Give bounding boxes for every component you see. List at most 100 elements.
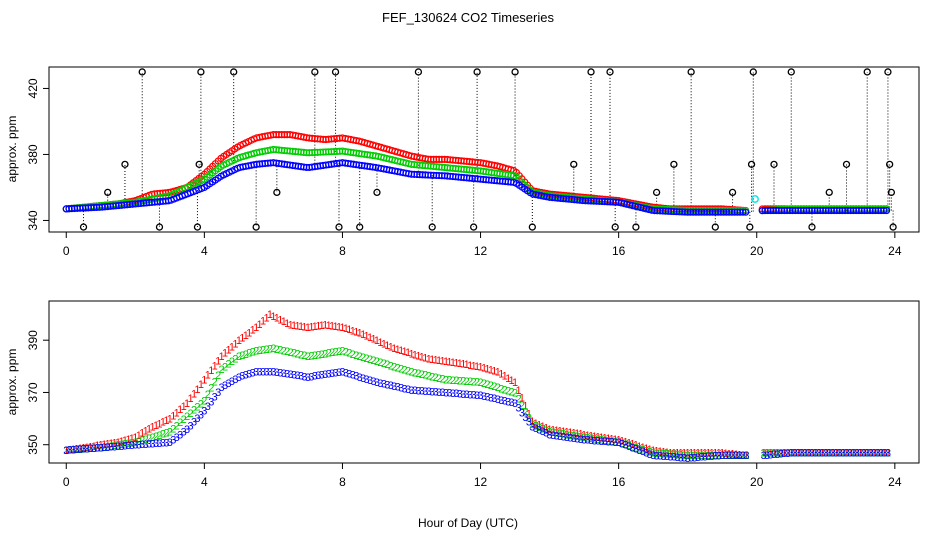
bottom-series-1-marker: 1: [819, 448, 825, 460]
bottom-series-2-marker: 2: [332, 347, 338, 359]
bottom-series-1-marker: 1: [453, 358, 459, 370]
bottom-series-3-marker: 3: [326, 369, 332, 381]
bottom-series-3-marker: 3: [153, 438, 159, 450]
bottom-series-1-marker: 1: [695, 448, 701, 460]
bottom-series-1-marker: 1: [263, 312, 269, 324]
bottom-series-1-marker: 1: [291, 320, 297, 332]
bottom-series-1-marker: 1: [391, 343, 397, 355]
bottom-series-1-marker: 1: [512, 377, 518, 389]
bottom-series-1-marker: 1: [426, 353, 432, 365]
bottom-series-3-marker: 3: [474, 390, 480, 402]
bottom-series-3-marker: 3: [847, 448, 853, 460]
bottom-series-1-marker: 1: [678, 448, 684, 460]
bottom-series-1-marker: 1: [654, 445, 660, 457]
bottom-series-3-marker: 3: [509, 397, 515, 409]
bottom-series-1-marker: 1: [847, 448, 853, 460]
bottom-series-2-marker: 2: [481, 378, 487, 390]
bottom-series-2-marker: 2: [543, 425, 549, 437]
bottom-series-3-marker: 3: [671, 452, 677, 464]
outlier-point: [252, 223, 260, 231]
bottom-series-1-marker: 1: [837, 448, 843, 460]
bottom-series-3-marker: 3: [640, 446, 646, 458]
bottom-series-3-marker: 3: [329, 368, 335, 380]
bottom-series-3-marker: 3: [477, 390, 483, 402]
bottom-series-1-marker: 1: [232, 338, 238, 350]
outlier-point: [79, 223, 88, 231]
bottom-series-3-marker: 3: [761, 450, 767, 462]
bottom-series-3-marker: 3: [571, 433, 577, 445]
bottom-series-1-marker: 1: [705, 448, 711, 460]
bottom-series-1-marker: 1: [802, 448, 808, 460]
bottom-series-3-marker: 3: [398, 382, 404, 394]
bottom-series-3-marker: 3: [198, 409, 204, 421]
bottom-series-1-marker: 1: [602, 432, 608, 444]
bottom-series-1-marker: 1: [295, 321, 301, 333]
bottom-series-2-marker: 2: [550, 427, 556, 439]
bottom-series-3-marker: 3: [854, 448, 860, 460]
bottom-series-2-marker: 2: [574, 431, 580, 443]
bottom-series-2-marker: 2: [847, 448, 853, 460]
bottom-series-3-marker: 3: [547, 429, 553, 441]
bottom-series-1-marker: 1: [115, 437, 121, 449]
bottom-series-2-marker: 2: [823, 448, 829, 460]
bottom-series-3-marker: 3: [291, 370, 297, 382]
bottom-series-3-marker: 3: [122, 440, 128, 452]
outlier-point: [606, 68, 614, 76]
bottom-series-1-marker: 1: [474, 361, 480, 373]
bottom-series-1-marker: 1: [495, 367, 501, 379]
bottom-series-3-marker: 3: [446, 388, 452, 400]
bottom-series-2-marker: 2: [453, 375, 459, 387]
outlier-point: [611, 223, 619, 231]
bottom-series-3-marker: 3: [664, 451, 670, 463]
bottom-series-1-marker: 1: [688, 448, 694, 460]
bottom-series-2-marker: 2: [519, 400, 525, 412]
bottom-series-3-marker: 3: [819, 448, 825, 460]
bottom-series-1-marker: 1: [326, 320, 332, 332]
bottom-series-1-marker: 1: [547, 424, 553, 436]
bottom-series-3-marker: 3: [833, 448, 839, 460]
bottom-series-3-marker: 3: [795, 448, 801, 460]
bottom-series-3-marker: 3: [692, 452, 698, 464]
bottom-series-1-marker: 1: [436, 355, 442, 367]
bottom-series-2-marker: 2: [367, 354, 373, 366]
bottom-series-3-marker: 3: [702, 451, 708, 463]
bottom-series-3-marker: 3: [443, 387, 449, 399]
bottom-series-3-marker: 3: [522, 412, 528, 424]
bottom-series-3-marker: 3: [91, 443, 97, 455]
bottom-series-3-marker: 3: [177, 429, 183, 441]
bottom-series-3-marker: 3: [712, 451, 718, 463]
bottom-series-2-marker: 2: [281, 345, 287, 357]
bottom-y-tick-label: 390: [26, 330, 40, 350]
bottom-series-1-marker: 1: [98, 440, 104, 452]
bottom-series-3-marker: 3: [298, 371, 304, 383]
bottom-series-2-marker: 2: [491, 381, 497, 393]
outlier-point: [652, 188, 661, 197]
bottom-series-1-marker: 1: [643, 443, 649, 455]
bottom-series-3-marker: 3: [63, 445, 69, 457]
bottom-panel: approx. ppm 1111111111111111111111111111…: [5, 300, 920, 489]
bottom-series-2-marker: 2: [118, 439, 124, 451]
bottom-series-3-marker: 3: [674, 452, 680, 464]
bottom-series-3-marker: 3: [160, 438, 166, 450]
bottom-series-1-marker: 1: [647, 444, 653, 456]
outlier-point: [570, 160, 578, 169]
bottom-series-3-marker: 3: [743, 450, 749, 462]
outlier-point: [825, 188, 833, 197]
bottom-series-2-marker: 2: [781, 448, 787, 460]
bottom-series-3-marker: 3: [346, 369, 352, 381]
bottom-series-2-marker: 2: [288, 347, 294, 359]
bottom-series-3-marker: 3: [129, 440, 135, 452]
bottom-series-3-marker: 3: [837, 448, 843, 460]
bottom-series-1-marker: 1: [139, 428, 145, 440]
bottom-series-1-marker: 1: [781, 448, 787, 460]
bottom-series-3-marker: 3: [688, 453, 694, 465]
bottom-series-2-marker: 2: [101, 442, 107, 454]
bottom-series-3-marker: 3: [174, 432, 180, 444]
bottom-series-2-marker: 2: [685, 450, 691, 462]
bottom-series-2-marker: 2: [422, 370, 428, 382]
bottom-series-2-marker: 2: [295, 349, 301, 361]
bottom-series-2-marker: 2: [640, 444, 646, 456]
bottom-series-1-marker: 1: [381, 338, 387, 350]
bottom-series-1-marker: 1: [446, 357, 452, 369]
